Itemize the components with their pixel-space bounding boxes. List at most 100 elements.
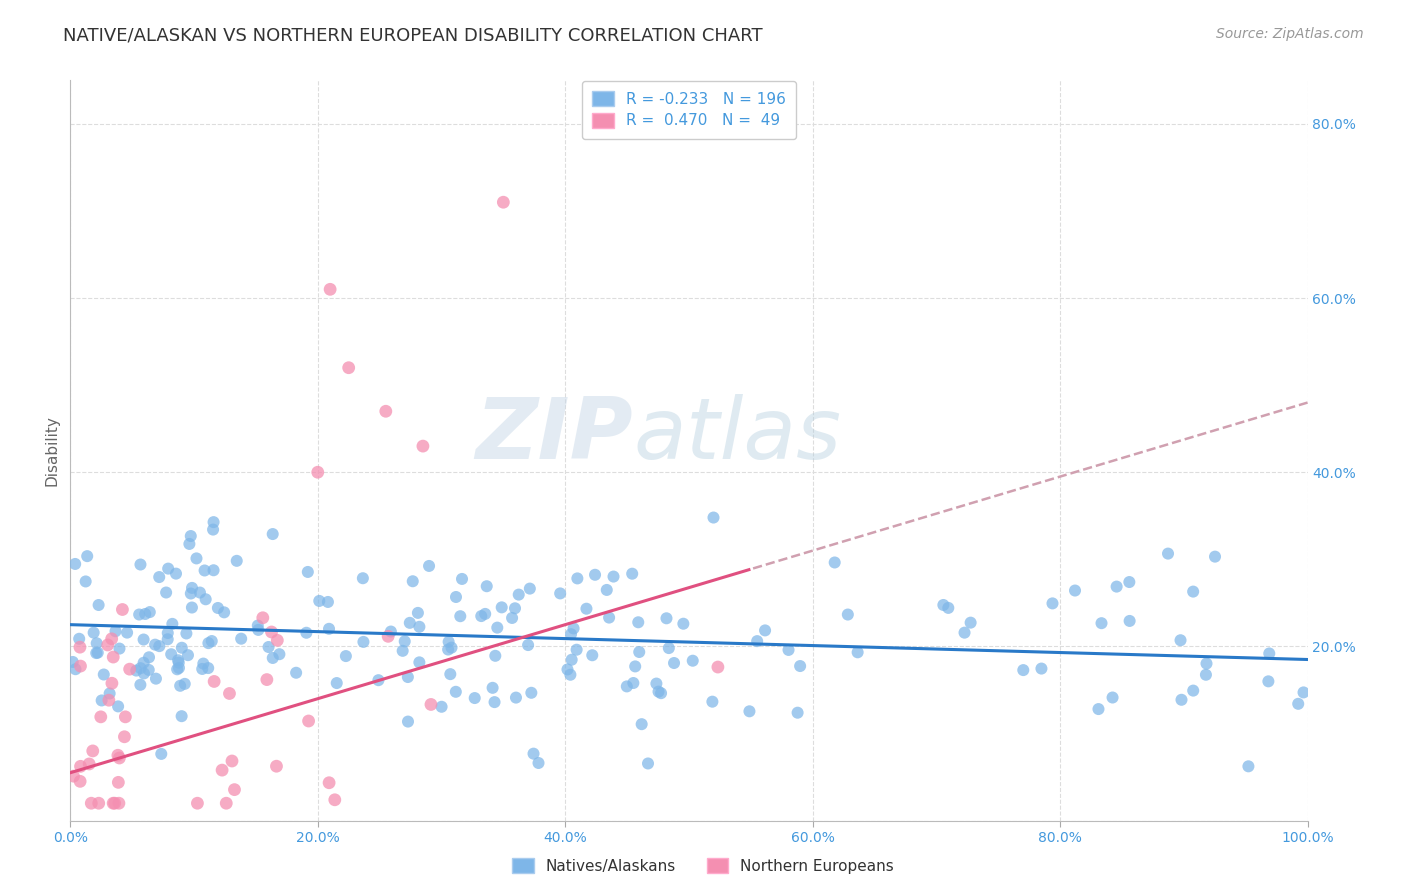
Point (318, 622, 340, 636)
Point (824, 556, 846, 570)
Point (118, 662, 141, 676)
Point (218, 686, 240, 700)
Point (658, 641, 681, 656)
Point (62, 655, 84, 669)
Point (194, 592, 217, 607)
Point (132, 666, 155, 681)
Point (269, 647, 291, 661)
Point (628, 645, 651, 659)
Point (148, 570, 170, 584)
Point (1157, 547, 1180, 561)
Point (437, 642, 460, 657)
Point (108, 796, 131, 810)
Point (295, 625, 318, 640)
Point (837, 607, 859, 622)
Point (374, 404, 396, 418)
Point (156, 632, 179, 647)
Point (575, 601, 598, 615)
Point (408, 656, 430, 670)
Point (101, 796, 124, 810)
Point (517, 638, 540, 652)
Point (87, 796, 110, 810)
Point (953, 625, 976, 640)
Point (155, 585, 177, 599)
Point (162, 616, 184, 631)
Point (62, 769, 84, 783)
Point (754, 624, 776, 638)
Point (202, 515, 225, 529)
Point (1182, 683, 1205, 698)
Point (508, 588, 530, 602)
Point (418, 558, 440, 573)
Point (396, 670, 419, 684)
Y-axis label: Disability: Disability (44, 415, 59, 486)
Point (100, 632, 122, 646)
Point (63, 557, 86, 571)
Point (167, 656, 190, 670)
Point (256, 673, 278, 687)
Point (647, 684, 669, 698)
Point (562, 621, 585, 635)
Point (101, 676, 124, 690)
Point (1042, 596, 1064, 610)
Point (437, 635, 460, 649)
Point (145, 672, 167, 686)
Point (77, 756, 100, 771)
Point (319, 282, 342, 296)
Point (581, 648, 603, 663)
Point (492, 195, 515, 210)
Point (148, 639, 170, 653)
Point (439, 667, 461, 681)
Point (132, 656, 155, 670)
Point (170, 640, 193, 655)
Point (197, 636, 219, 650)
Point (596, 582, 619, 597)
Point (166, 662, 188, 676)
Point (188, 585, 211, 599)
Point (76, 549, 98, 563)
Point (491, 600, 513, 615)
Point (778, 643, 800, 657)
Point (69, 640, 91, 655)
Point (308, 594, 330, 608)
Point (451, 572, 474, 586)
Point (557, 662, 579, 676)
Point (522, 747, 544, 761)
Point (225, 554, 247, 568)
Point (104, 796, 127, 810)
Point (560, 667, 582, 681)
Point (67, 632, 90, 646)
Point (520, 686, 543, 700)
Point (440, 640, 463, 655)
Point (316, 595, 339, 609)
Point (202, 563, 225, 577)
Point (246, 618, 269, 632)
Point (224, 782, 246, 797)
Point (86, 636, 108, 650)
Point (519, 582, 541, 596)
Legend: R = -0.233   N = 196, R =  0.470   N =  49: R = -0.233 N = 196, R = 0.470 N = 49 (582, 80, 796, 139)
Text: atlas: atlas (633, 394, 841, 477)
Point (484, 695, 506, 709)
Point (194, 564, 217, 578)
Point (1031, 662, 1053, 676)
Point (702, 510, 724, 524)
Point (139, 605, 162, 619)
Point (936, 601, 959, 615)
Point (69, 774, 91, 789)
Point (75, 574, 97, 589)
Point (655, 611, 678, 625)
Point (1195, 657, 1218, 671)
Point (702, 695, 724, 709)
Point (475, 579, 498, 593)
Point (406, 606, 429, 620)
Point (470, 609, 492, 624)
Point (84, 646, 107, 660)
Point (1170, 693, 1192, 707)
Point (176, 626, 198, 640)
Point (474, 607, 496, 621)
Point (627, 615, 650, 630)
Point (138, 663, 160, 677)
Point (193, 657, 215, 671)
Point (412, 439, 434, 453)
